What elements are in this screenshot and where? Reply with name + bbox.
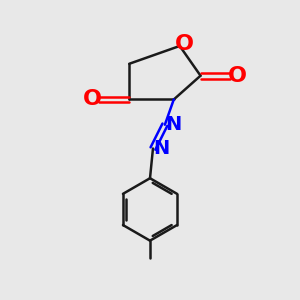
Text: N: N [153,139,170,158]
Text: O: O [82,89,101,110]
Text: N: N [165,115,181,134]
Text: O: O [228,66,247,86]
Text: O: O [175,34,194,55]
